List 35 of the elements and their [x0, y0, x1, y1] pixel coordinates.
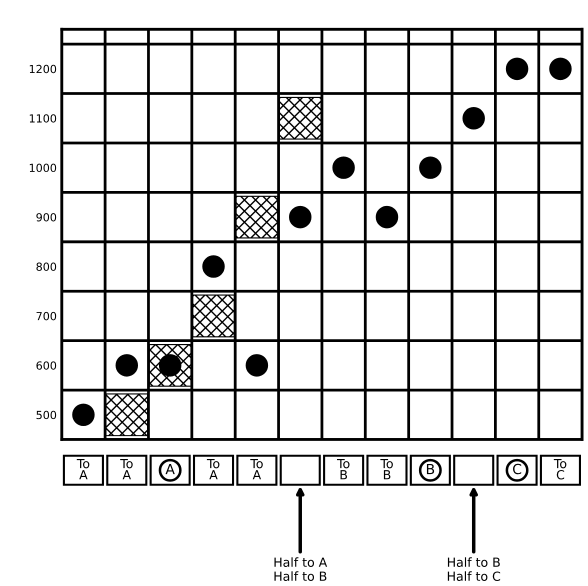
point	[116, 354, 138, 377]
point	[462, 107, 485, 130]
point	[549, 58, 572, 80]
point	[278, 96, 322, 140]
x-tick-label: To A	[250, 459, 263, 480]
y-tick-label: 900	[36, 213, 56, 222]
point	[235, 196, 278, 238]
y-tick-label: 700	[36, 312, 56, 320]
point	[419, 156, 442, 179]
point	[506, 58, 528, 80]
y-tick-label: 1100	[30, 114, 56, 123]
y-tick-label: 1200	[30, 64, 56, 74]
text: Half to A Half to B	[274, 557, 328, 581]
y-tick-label: 600	[36, 361, 56, 370]
point	[105, 393, 148, 436]
x-tick-label: To A	[206, 459, 220, 480]
point	[192, 294, 235, 338]
point	[246, 354, 268, 377]
point	[72, 404, 95, 426]
y-tick-label: 1000	[30, 164, 56, 172]
y-tick-label: 500	[36, 410, 56, 420]
point	[202, 255, 225, 278]
point	[332, 156, 355, 179]
y-tick-label: 800	[36, 262, 56, 271]
x-tick-label: To B	[336, 459, 350, 480]
x-tick-label: B	[426, 464, 434, 474]
x-tick-label: A	[166, 464, 175, 474]
x-tick-label: To A	[120, 459, 133, 480]
x-tick-label: C	[513, 464, 522, 474]
point	[289, 206, 312, 228]
text: Half to B Half to C	[448, 557, 500, 581]
x-tick-label: To B	[380, 459, 393, 480]
x-tick-label: To A	[76, 459, 90, 480]
point	[376, 206, 398, 228]
x-tick-label: To C	[554, 459, 566, 480]
